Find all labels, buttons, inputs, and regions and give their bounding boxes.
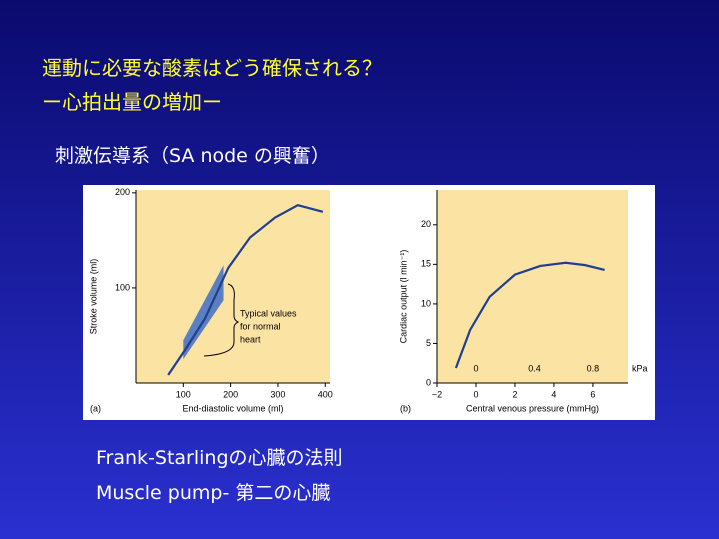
x2-tick-label: 0 (474, 363, 479, 373)
x-tick-label: 200 (223, 389, 238, 399)
y-tick-label: 100 (115, 282, 130, 292)
x-tick-label: 0 (473, 389, 478, 399)
x-tick-label: 400 (318, 389, 333, 399)
x-tick-label: 2 (512, 389, 517, 399)
title: 運動に必要な酸素はどう確保される？ (42, 56, 382, 80)
y-tick-label: 5 (426, 338, 431, 348)
plot-area (136, 190, 330, 383)
annotation: for normal (240, 321, 281, 331)
curve (167, 204, 324, 376)
x-axis-label: End-diastolic volume (ml) (182, 403, 283, 413)
y-axis-label: Stroke volume (ml) (88, 259, 98, 335)
note: Muscle pump- 第二の心臓 (96, 482, 331, 504)
note: Frank-Starlingの心臓の法則 (96, 447, 343, 469)
brace (203, 283, 240, 357)
x-tick-label: 100 (176, 389, 191, 399)
panel-label: (b) (400, 403, 411, 413)
x-tick-label: 6 (590, 389, 595, 399)
y-tick-label: 20 (421, 219, 431, 229)
y-tick-label: 200 (115, 187, 130, 197)
x-tick-label: 300 (270, 389, 285, 399)
y-axis-label: Cardiac output (l min⁻¹) (398, 250, 408, 344)
x2-tick-label: 0.4 (528, 363, 541, 373)
x-tick-label: −2 (432, 389, 442, 399)
annotation: Typical values (240, 308, 297, 318)
plot-area (437, 190, 628, 383)
x2-axis-label: kPa (632, 363, 648, 373)
panel-label: (a) (90, 403, 101, 413)
y-tick-label: 0 (426, 377, 431, 387)
annotation: heart (240, 334, 261, 344)
title: ー心拍出量の増加ー (42, 90, 222, 114)
x-axis-label: Central venous pressure (mmHg) (466, 403, 599, 413)
x2-tick-label: 0.8 (587, 363, 600, 373)
subtitle: 刺激伝導系（SA node の興奮） (55, 145, 330, 167)
y-tick-label: 10 (421, 298, 431, 308)
x-tick-label: 4 (551, 389, 556, 399)
curve (454, 261, 605, 369)
y-tick-label: 15 (421, 259, 431, 269)
